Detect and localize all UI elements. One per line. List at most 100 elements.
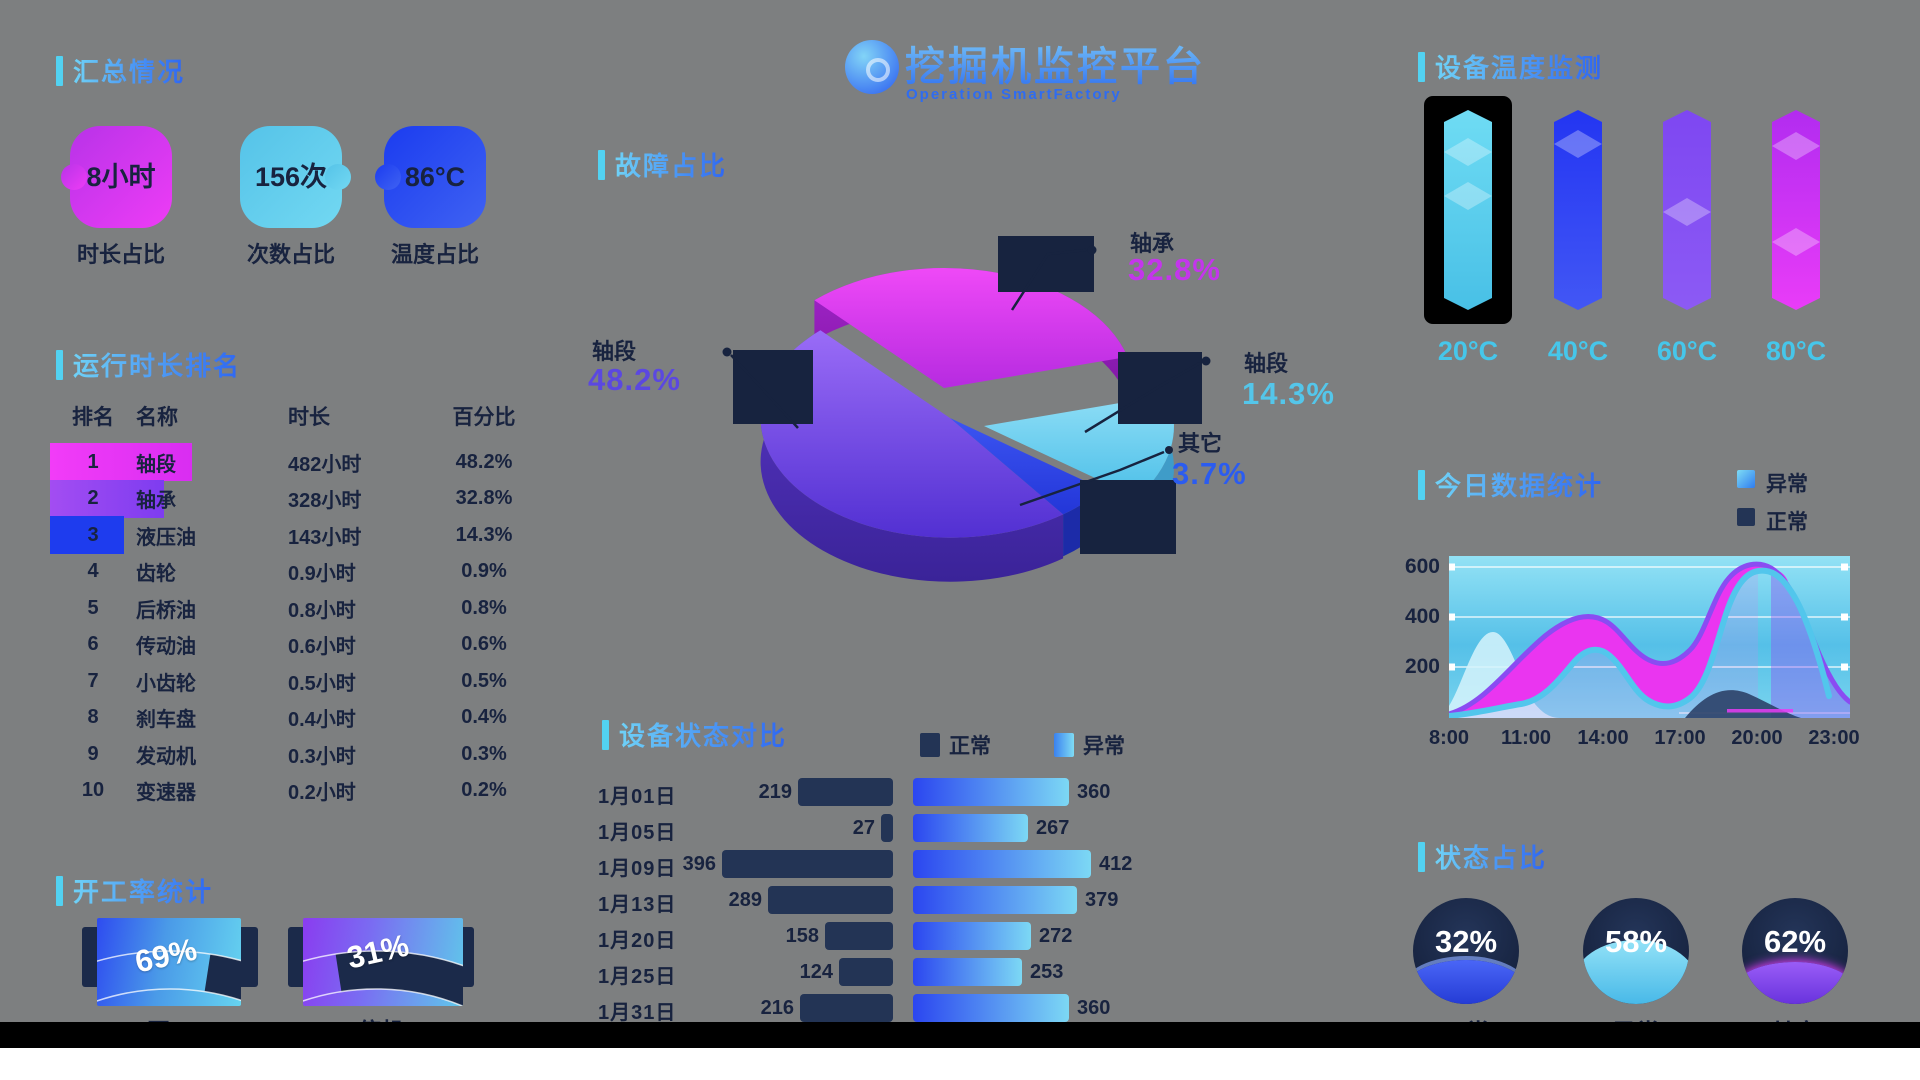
ranking-cell: 轴段	[136, 453, 176, 476]
normal-value: 396	[682, 853, 716, 875]
legend-swatch-dark[interactable]	[1737, 508, 1755, 526]
normal-value: 158	[785, 925, 819, 947]
pie-slice-purple[interactable]	[760, 330, 1064, 582]
ranking-cell: 刹车盘	[136, 709, 196, 732]
ranking-cell: 7	[87, 669, 99, 692]
section-title: 设备温度监测	[1435, 48, 1603, 85]
summary-card-value: 8小时	[86, 162, 156, 192]
section-title: 故障占比	[615, 146, 727, 183]
section-tick-icon	[1418, 51, 1425, 82]
normal-value: 124	[799, 961, 833, 983]
comparison-rows: 1月01日 219 360 1月05日 27 267 1月09日 396 412 1月13日 289…	[598, 775, 1298, 1027]
section-tick-icon	[1418, 469, 1425, 500]
callout-line	[1019, 450, 1165, 507]
section-tick-icon	[598, 149, 605, 180]
summary-card-shape: 156次	[240, 126, 351, 228]
summary-card-cell: 8小时时长占比	[61, 126, 176, 269]
comparison-row: 1月05日 27 267	[598, 811, 1298, 847]
abnormal-bar	[913, 814, 1028, 842]
magenta-baseline	[1727, 709, 1793, 713]
ranking-row: 3 液压油 143小时 14.3%	[50, 516, 520, 554]
gauge-arc	[97, 950, 241, 1002]
status-ball: 32%	[1413, 898, 1519, 1004]
ranking-cell: 0.2小时	[288, 782, 356, 805]
ranking-cell: 328小时	[288, 490, 362, 513]
pie-chart	[722, 236, 1211, 582]
legend-swatch-cyan[interactable]	[1737, 470, 1755, 488]
ranking-cell: 轴承	[136, 490, 176, 513]
ranking-cell: 后桥油	[136, 599, 196, 622]
abnormal-value: 412	[1099, 853, 1133, 875]
temperature-label: 80°C	[1765, 336, 1827, 366]
comparison-row: 1月31日 216 360	[598, 991, 1298, 1027]
abnormal-value: 253	[1030, 961, 1064, 983]
summary-card-cell: 156次 次数占比	[236, 126, 351, 269]
ranking-cell: 0.6%	[461, 633, 507, 656]
legend-swatch-dark	[920, 733, 940, 757]
trend-chart-svg	[1446, 561, 1853, 719]
callout-dot	[1165, 446, 1173, 454]
ranking-cell: 发动机	[136, 745, 196, 768]
section-tick-icon	[56, 875, 63, 906]
temperature-bar-column[interactable]: 20°C	[1424, 96, 1514, 376]
ranking-table: 排名 名称 时长 百分比 1 轴段 482小时 48.2% 2 轴承 328小时 32.8% 3 液压油…	[50, 396, 520, 809]
callout-line	[1084, 361, 1201, 434]
pie-label-percent: 32.8%	[1128, 252, 1221, 287]
status-item: 32%正常	[1413, 898, 1519, 1048]
x-axis-label: 23:00	[1808, 727, 1860, 749]
callout-dot	[722, 347, 732, 357]
section-tick-icon	[56, 55, 63, 86]
ranking-cell: 0.4%	[461, 706, 507, 729]
ranking-cell: 齿轮	[136, 563, 176, 586]
ranking-row: 5 后桥油 0.8小时 0.8%	[50, 590, 520, 627]
ranking-cell: 液压油	[136, 526, 196, 549]
section-status-header: 状态占比	[1418, 838, 1547, 875]
pie-slice-magenta[interactable]	[814, 268, 1128, 397]
summary-card-value: 156次	[254, 162, 328, 192]
summary-card-label: 时长占比	[76, 242, 165, 267]
y-axis-label: 600	[1404, 555, 1440, 578]
abnormal-value: 379	[1085, 889, 1119, 911]
bar-cap-diamond	[1772, 228, 1820, 256]
abnormal-bar	[913, 922, 1031, 950]
section-summary-header: 汇总情况	[56, 52, 185, 89]
ranking-row: 7 小齿轮 0.5小时 0.5%	[50, 663, 520, 700]
x-axis-label: 8:00	[1428, 727, 1470, 749]
legend-swatch-cyan	[1054, 733, 1074, 757]
ranking-cell: 9	[87, 742, 99, 765]
normal-value: 219	[758, 781, 792, 803]
section-pie-header: 故障占比	[598, 146, 727, 183]
summary-card-label: 温度占比	[390, 242, 479, 267]
section-title: 汇总情况	[73, 52, 185, 89]
abnormal-value: 360	[1077, 997, 1111, 1019]
status-value: 62%	[1763, 924, 1827, 959]
rank-highlight-bar	[50, 516, 124, 554]
legend-label: 异常	[1766, 473, 1808, 496]
legend-abnormal[interactable]: 异常	[1054, 730, 1125, 760]
ranking-cell: 0.4小时	[288, 709, 356, 732]
trend-chart	[1446, 556, 1853, 719]
section-title: 今日数据统计	[1435, 466, 1603, 503]
ranking-header-cell: 时长	[288, 406, 330, 429]
ranking-row: 9 发动机 0.3小时 0.3%	[50, 736, 520, 773]
temperature-bar-column[interactable]: 80°C	[1752, 96, 1842, 376]
callout-box-top	[998, 236, 1094, 292]
ranking-header-row: 排名 名称 时长 百分比	[50, 396, 520, 436]
section-tick-icon	[1418, 841, 1425, 872]
legend-normal[interactable]: 正常	[920, 730, 991, 760]
temperature-bar-column[interactable]: 60°C	[1643, 96, 1733, 376]
ranking-header-cell: 名称	[136, 406, 178, 429]
abnormal-value: 360	[1077, 781, 1111, 803]
line-normal	[1446, 567, 1832, 719]
section-title: 开工率统计	[73, 872, 213, 909]
ranking-cell: 6	[87, 633, 99, 656]
ranking-row: 10 变速器 0.2小时 0.2%	[50, 773, 520, 810]
temperature-bar-column[interactable]: 40°C	[1534, 96, 1624, 376]
ranking-cell: 2	[87, 487, 99, 510]
bottom-black-strip	[0, 1022, 1920, 1048]
comparison-date: 1月05日	[598, 822, 677, 844]
ranking-row: 8 刹车盘 0.4小时 0.4%	[50, 700, 520, 737]
callout-box-right	[1118, 352, 1202, 424]
ranking-cell: 变速器	[136, 782, 196, 805]
section-trend-header: 今日数据统计	[1418, 466, 1603, 503]
